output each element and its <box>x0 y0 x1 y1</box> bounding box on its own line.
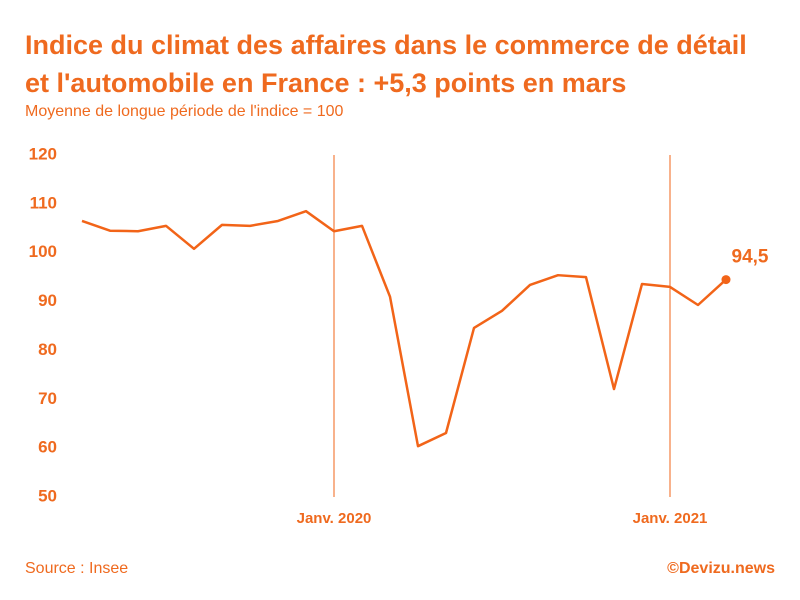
value-label: 94,5 <box>732 247 769 268</box>
y-tick-label: 70 <box>38 389 57 408</box>
y-tick-label: 120 <box>29 144 57 163</box>
y-tick-label: 50 <box>38 486 57 505</box>
source: Source : Insee <box>25 560 129 577</box>
y-tick-label: 90 <box>38 291 57 310</box>
data-line <box>81 209 727 448</box>
y-tick-label: 100 <box>29 242 57 261</box>
y-tick-label: 110 <box>30 193 57 212</box>
x-tick-label: Janv. 2020 <box>297 510 372 527</box>
chart-subtitle: Moyenne de longue période de l'indice = … <box>25 103 344 120</box>
y-tick-label: 80 <box>38 340 57 359</box>
x-tick-label: Janv. 2021 <box>633 510 708 527</box>
credit: ©Devizu.news <box>667 560 775 577</box>
chart-title: Indice du climat des affaires dans le co… <box>25 30 747 98</box>
y-tick-label: 60 <box>38 438 57 457</box>
point-marker <box>721 275 731 285</box>
